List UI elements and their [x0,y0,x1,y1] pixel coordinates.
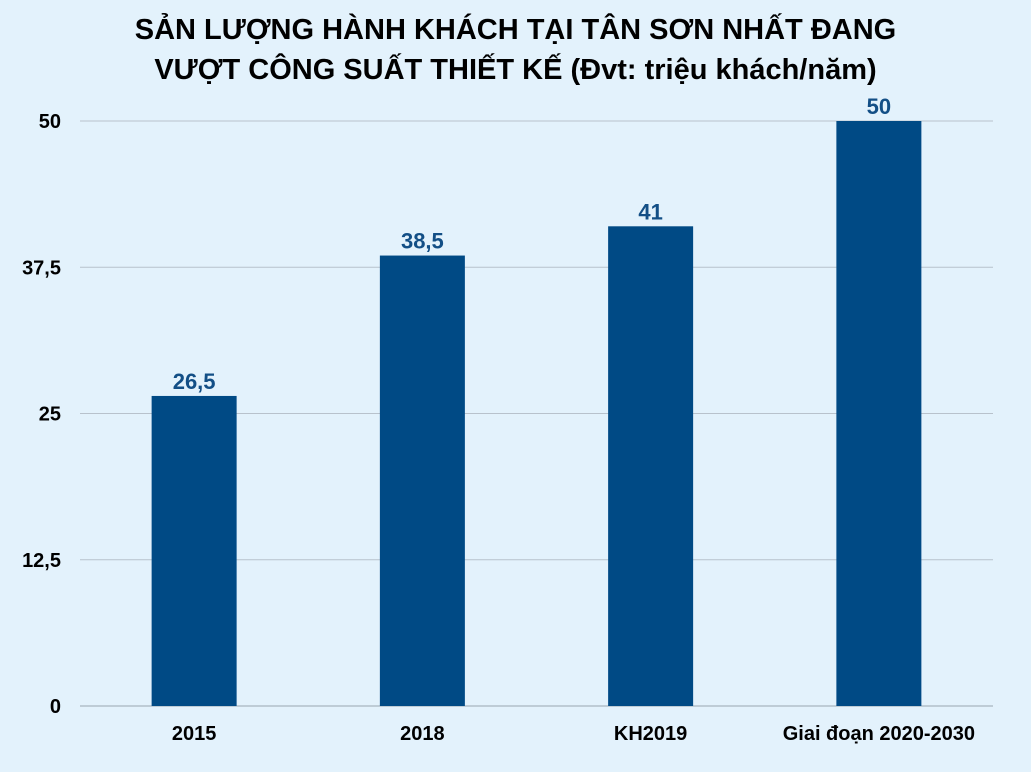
bar [151,395,237,706]
data-label: 38,5 [401,229,444,254]
bar [379,255,465,707]
x-category-label: 2018 [400,723,445,745]
y-tick-label: 12,5 [22,550,61,572]
chart-title: SẢN LƯỢNG HÀNH KHÁCH TẠI TÂN SƠN NHẤT ĐA… [0,10,1031,90]
bar [608,226,694,707]
y-tick-label: 0 [50,696,61,718]
data-label: 26,5 [173,369,216,394]
x-axis-categories: 2015 2018 KH2019 Giai đoạn 2020-2030 [172,723,975,745]
data-label: 41 [638,199,662,224]
y-tick-label: 37,5 [22,257,61,279]
data-labels: 26,5 38,5 41 50 [173,94,891,394]
bars [151,121,922,707]
y-tick-label: 50 [39,111,61,133]
x-category-label: KH2019 [614,723,687,745]
bar [836,121,922,706]
chart-title-line-2: VƯỢT CÔNG SUẤT THIẾT KẾ (Đvt: triệu khác… [154,54,877,86]
y-tick-label: 25 [39,404,61,426]
data-label: 50 [867,94,891,119]
x-category-label: 2015 [172,723,217,745]
chart-title-line-1: SẢN LƯỢNG HÀNH KHÁCH TẠI TÂN SƠN NHẤT ĐA… [134,14,897,46]
y-axis-ticks: 0 12,5 25 37,5 50 [22,111,61,718]
x-category-label: Giai đoạn 2020-2030 [783,723,975,745]
